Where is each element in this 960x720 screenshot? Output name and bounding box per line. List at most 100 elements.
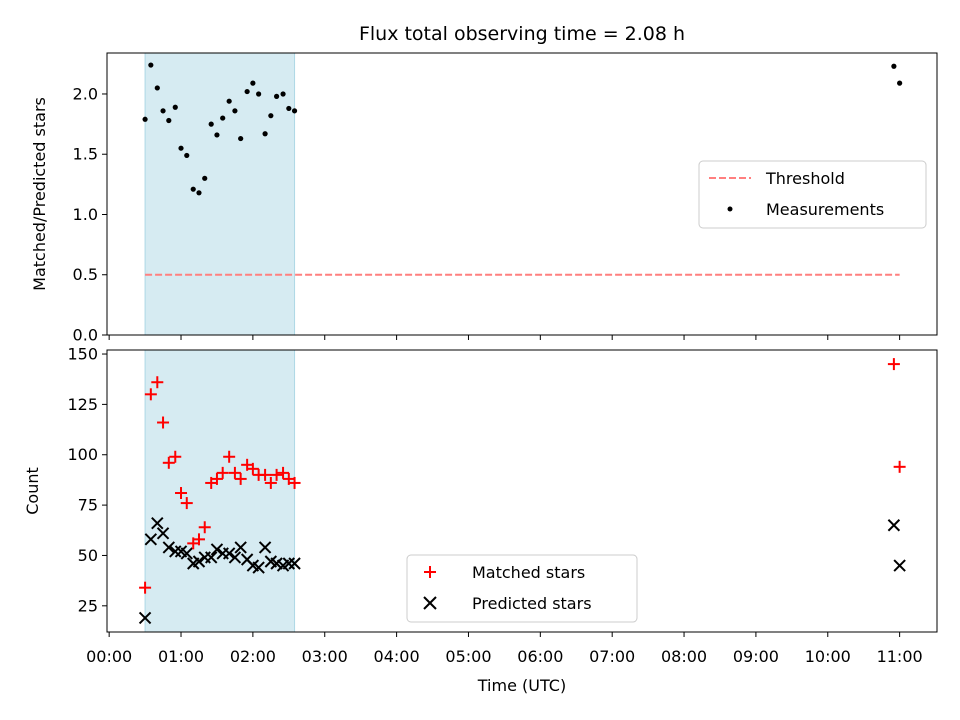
top-y-tick-label: 1.5 xyxy=(73,145,98,164)
matched-star-marker xyxy=(216,466,229,479)
matched-star-marker xyxy=(259,468,272,481)
measurement-points xyxy=(142,62,903,196)
predicted-star-marker xyxy=(151,517,164,530)
predicted-star-marker xyxy=(887,519,901,532)
predicted-star-marker xyxy=(156,527,170,540)
measurement-point xyxy=(214,132,220,138)
bottom-axes-frame xyxy=(106,349,938,633)
measurement-point xyxy=(178,145,184,151)
bottom-y-tick-label: 50 xyxy=(78,546,98,565)
predicted-star-marker xyxy=(204,551,218,564)
measurement-point xyxy=(268,113,274,119)
bottom-y-tick-label: 150 xyxy=(67,345,98,364)
predicted-star-marker xyxy=(893,559,906,572)
observing-window-shade-bottom xyxy=(144,349,296,633)
bottom-panel: 25 50 75 100 125 150 00:00 01:00 02:00 03:00 04:0… xyxy=(23,345,938,695)
matched-star-marker xyxy=(270,468,283,481)
measurement-point xyxy=(148,62,154,68)
x-axis-label: Time (UTC) xyxy=(477,676,566,695)
measurement-point xyxy=(184,152,190,159)
matched-star-marker xyxy=(180,497,193,510)
x-tick-label: 03:00 xyxy=(302,647,348,666)
measurement-point xyxy=(232,108,238,114)
matched-star-marker xyxy=(887,358,900,371)
matched-stars-markers xyxy=(139,358,906,594)
top-legend: Threshold Measurements xyxy=(698,160,927,229)
predicted-star-marker xyxy=(210,543,224,556)
predicted-star-marker xyxy=(162,541,176,554)
measurement-point xyxy=(154,85,160,91)
measurement-point xyxy=(166,117,172,124)
x-tick-label: 09:00 xyxy=(733,647,779,666)
top-panel: 0.0 0.5 1.0 1.5 2.0 Flux total observing tim… xyxy=(30,23,938,345)
predicted-star-marker xyxy=(144,533,158,546)
predicted-star-marker xyxy=(258,541,272,554)
measurement-point xyxy=(160,108,166,114)
measurement-point xyxy=(208,121,214,127)
matched-star-marker xyxy=(228,466,241,479)
x-tick-label: 10:00 xyxy=(805,647,851,666)
measurement-point xyxy=(262,131,268,137)
matched-star-marker xyxy=(151,376,164,389)
top-axes-frame xyxy=(106,52,938,336)
top-y-tick-label: 2.0 xyxy=(73,84,98,103)
matched-star-marker xyxy=(210,472,223,485)
matched-star-marker xyxy=(288,476,301,489)
matched-star-marker xyxy=(175,487,188,500)
measurement-point xyxy=(226,98,232,104)
matched-star-marker xyxy=(162,456,175,469)
top-x-ticks xyxy=(108,335,901,340)
predicted-star-marker xyxy=(252,561,265,574)
measurement-point xyxy=(196,190,202,196)
x-tick-label: 07:00 xyxy=(589,647,635,666)
bottom-y-tick-label: 125 xyxy=(67,395,98,414)
observing-window-shade-top xyxy=(144,52,296,336)
predicted-stars-markers xyxy=(138,517,906,625)
measurement-point xyxy=(286,105,292,112)
predicted-star-marker xyxy=(234,541,247,554)
matched-star-marker xyxy=(264,476,277,489)
matched-star-marker xyxy=(893,460,906,473)
measurement-point xyxy=(244,88,250,95)
measurement-point xyxy=(897,80,903,86)
predicted-stars-legend-swatch xyxy=(423,596,437,610)
bottom-y-tick-label: 75 xyxy=(78,496,98,515)
matched-stars-legend-swatch xyxy=(424,566,436,578)
measurements-legend-label: Measurements xyxy=(766,200,884,219)
measurement-point xyxy=(250,80,256,86)
bottom-legend-box xyxy=(406,554,638,623)
measurement-point xyxy=(172,104,178,110)
x-tick-label: 00:00 xyxy=(86,647,132,666)
measurement-point xyxy=(202,175,208,181)
matched-star-marker xyxy=(198,521,211,534)
measurement-point xyxy=(142,116,148,122)
predicted-star-marker xyxy=(180,547,193,560)
matched-star-marker xyxy=(234,472,247,485)
top-y-axis-label: Matched/Predicted stars xyxy=(30,97,49,291)
matched-star-marker xyxy=(157,416,170,429)
predicted-star-marker xyxy=(169,545,182,558)
matched-stars-legend-label: Matched stars xyxy=(472,563,585,582)
bottom-y-axis-label: Count xyxy=(23,467,42,515)
top-y-tick-label: 0.5 xyxy=(73,265,98,284)
measurement-point xyxy=(280,91,286,97)
matched-star-marker xyxy=(223,450,236,463)
chart-title: Flux total observing time = 2.08 h xyxy=(359,23,685,45)
measurement-point xyxy=(220,115,226,121)
bottom-y-tick-label: 25 xyxy=(78,596,98,615)
matched-star-marker xyxy=(144,388,157,401)
matched-star-marker xyxy=(192,533,205,546)
top-legend-box xyxy=(698,160,927,229)
predicted-star-marker xyxy=(138,611,152,625)
x-tick-label: 08:00 xyxy=(661,647,707,666)
x-tick-label: 11:00 xyxy=(877,647,923,666)
matched-star-marker xyxy=(139,581,152,594)
predicted-star-marker xyxy=(288,557,301,570)
measurement-point xyxy=(190,186,196,192)
bottom-x-ticks: 00:00 01:00 02:00 03:00 04:00 05:00 06:00 07:00… xyxy=(86,632,923,666)
matched-star-marker xyxy=(277,466,290,479)
measurement-point xyxy=(891,63,897,69)
predicted-star-marker xyxy=(222,547,236,560)
x-tick-label: 05:00 xyxy=(445,647,491,666)
